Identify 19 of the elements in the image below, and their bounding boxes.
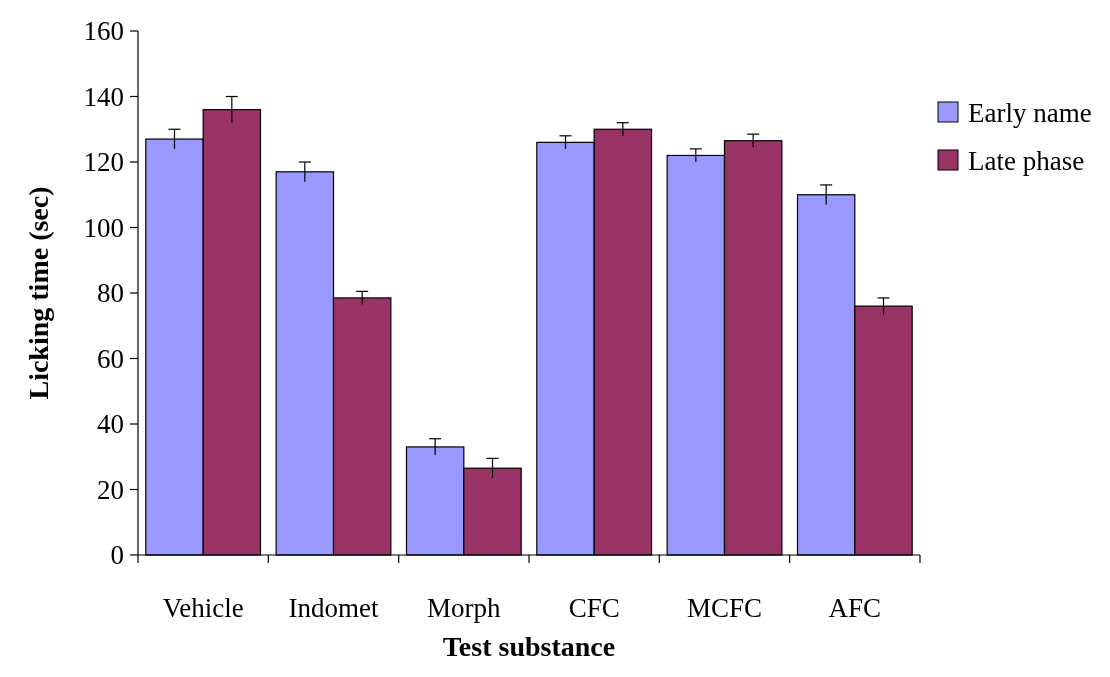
y-tick-label: 160	[83, 16, 124, 47]
y-tick-label: 0	[110, 540, 124, 571]
x-tick-label: Morph	[427, 593, 502, 623]
x-tick-label: Indomet	[288, 593, 379, 623]
x-tick-label: AFC	[828, 593, 882, 623]
y-tick-label: 140	[83, 81, 124, 112]
x-tick-label: MCFC	[686, 593, 763, 623]
x-tick-label: Vehicle	[162, 593, 244, 623]
y-tick-label: 20	[97, 474, 124, 505]
legend-label: Late phase	[968, 146, 1085, 177]
y-tick-label: 40	[97, 409, 124, 440]
y-tick-label: 100	[83, 212, 124, 243]
legend-label: Early name	[968, 98, 1092, 129]
y-axis-title: Licking time (sec)	[23, 186, 54, 400]
y-tick-label: 120	[83, 147, 124, 178]
x-tick-label: CFC	[568, 593, 620, 623]
y-tick-label: 80	[97, 278, 124, 309]
y-tick-label: 60	[97, 343, 124, 374]
x-axis-title: Test substance	[442, 631, 616, 662]
